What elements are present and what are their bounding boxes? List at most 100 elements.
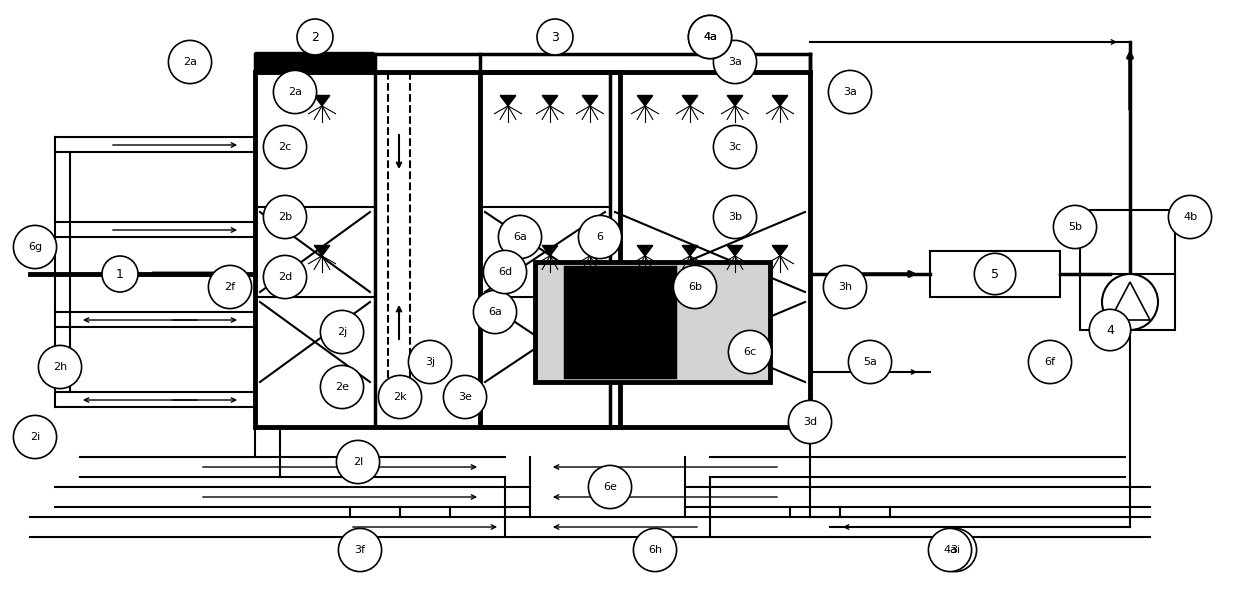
Circle shape	[102, 256, 138, 292]
Bar	[565, 267, 675, 377]
Text: 4a: 4a	[703, 32, 717, 42]
Text: 3e: 3e	[458, 392, 472, 402]
Text: 2h: 2h	[53, 362, 67, 372]
Text: 4a: 4a	[703, 32, 717, 42]
Polygon shape	[727, 246, 743, 256]
Polygon shape	[500, 246, 516, 256]
Text: 6g: 6g	[29, 242, 42, 252]
Circle shape	[498, 215, 542, 259]
Circle shape	[688, 15, 732, 59]
Circle shape	[823, 265, 867, 308]
Text: 3a: 3a	[843, 87, 857, 97]
Text: 6e: 6e	[603, 482, 618, 492]
Text: 6d: 6d	[498, 267, 512, 277]
Text: 3d: 3d	[804, 417, 817, 427]
Text: 5b: 5b	[1068, 222, 1083, 232]
Text: 2f: 2f	[224, 282, 236, 292]
Circle shape	[378, 375, 422, 419]
Circle shape	[929, 529, 972, 572]
Bar	[255, 54, 374, 72]
Text: 2j: 2j	[337, 327, 347, 337]
Circle shape	[1089, 309, 1131, 350]
Text: 6: 6	[596, 232, 604, 242]
Text: 3j: 3j	[425, 357, 435, 367]
Text: 6f: 6f	[1044, 357, 1055, 367]
Circle shape	[444, 375, 486, 419]
Circle shape	[1028, 340, 1071, 384]
Circle shape	[273, 70, 316, 114]
Circle shape	[713, 126, 756, 169]
Text: 3f: 3f	[355, 545, 366, 555]
Polygon shape	[314, 246, 330, 256]
Bar	[534, 262, 770, 382]
Circle shape	[169, 40, 212, 83]
Polygon shape	[727, 95, 743, 106]
Polygon shape	[682, 246, 698, 256]
Circle shape	[975, 253, 1016, 295]
Polygon shape	[583, 95, 598, 106]
Circle shape	[339, 529, 382, 572]
Circle shape	[848, 340, 892, 384]
Text: 6a: 6a	[489, 307, 502, 317]
Polygon shape	[542, 246, 558, 256]
Text: 2e: 2e	[335, 382, 348, 392]
Bar	[255, 54, 374, 72]
Circle shape	[1054, 205, 1096, 249]
Circle shape	[713, 195, 756, 239]
Bar	[255, 72, 620, 427]
Circle shape	[828, 70, 872, 114]
Text: 2b: 2b	[278, 212, 293, 222]
Text: 2a: 2a	[288, 87, 303, 97]
Circle shape	[484, 250, 527, 294]
Circle shape	[263, 195, 306, 239]
Text: 2d: 2d	[278, 272, 293, 282]
Bar	[534, 262, 770, 382]
Circle shape	[728, 330, 771, 374]
Text: 2a: 2a	[184, 57, 197, 67]
Bar	[255, 52, 373, 72]
Circle shape	[336, 440, 379, 484]
Circle shape	[320, 310, 363, 353]
Polygon shape	[773, 246, 787, 256]
Circle shape	[673, 265, 717, 308]
Text: 6b: 6b	[688, 282, 702, 292]
Text: 2l: 2l	[353, 457, 363, 467]
Bar	[930, 251, 1060, 297]
Circle shape	[713, 40, 756, 83]
Text: 3: 3	[551, 31, 559, 43]
Circle shape	[38, 345, 82, 388]
Text: 3c: 3c	[728, 142, 742, 152]
Polygon shape	[583, 246, 598, 256]
Circle shape	[537, 19, 573, 55]
Polygon shape	[773, 95, 787, 106]
Circle shape	[789, 400, 832, 443]
Text: 6h: 6h	[649, 545, 662, 555]
Text: 2c: 2c	[278, 142, 291, 152]
Circle shape	[1102, 274, 1158, 330]
Polygon shape	[637, 246, 652, 256]
Text: 6a: 6a	[513, 232, 527, 242]
Text: 4a: 4a	[942, 545, 957, 555]
Polygon shape	[314, 95, 330, 106]
Circle shape	[14, 416, 57, 459]
Text: 3b: 3b	[728, 212, 742, 222]
Text: 5a: 5a	[863, 357, 877, 367]
Circle shape	[320, 365, 363, 408]
Circle shape	[634, 529, 677, 572]
Circle shape	[474, 291, 517, 334]
Circle shape	[578, 215, 621, 259]
Circle shape	[263, 255, 306, 298]
Circle shape	[298, 19, 334, 55]
Circle shape	[208, 265, 252, 308]
Polygon shape	[542, 95, 558, 106]
Text: 2k: 2k	[393, 392, 407, 402]
Circle shape	[688, 15, 732, 59]
Bar	[1080, 210, 1176, 330]
Text: 3a: 3a	[728, 57, 742, 67]
Circle shape	[589, 465, 631, 509]
Bar	[480, 72, 810, 427]
Circle shape	[14, 226, 57, 269]
Text: 3h: 3h	[838, 282, 852, 292]
Circle shape	[1168, 195, 1211, 239]
Polygon shape	[500, 95, 516, 106]
